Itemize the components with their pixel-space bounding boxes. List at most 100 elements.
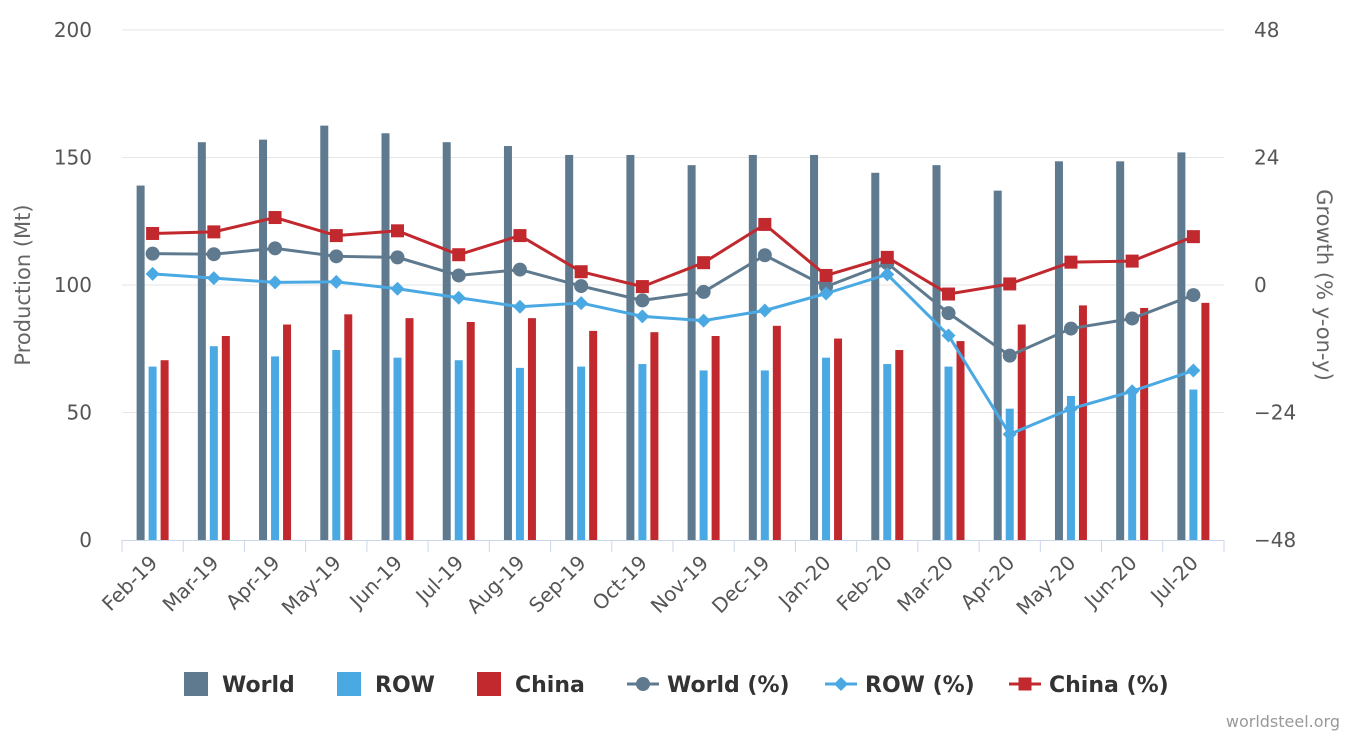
- china-point: [452, 248, 466, 262]
- bar-world: [565, 154, 574, 540]
- bar-china: [283, 324, 292, 540]
- legend-label-world: World (%): [667, 673, 790, 698]
- x-tick-label: Jul-20: [1144, 551, 1203, 610]
- left-tick-label: 100: [54, 273, 92, 297]
- x-tick-label: Sep-19: [524, 551, 591, 618]
- x-tick-label: Nov-19: [646, 551, 713, 618]
- world-point: [635, 293, 650, 308]
- bar-world: [993, 190, 1002, 540]
- legend-symbol-china: [477, 672, 501, 696]
- legend-label-china: China (%): [1049, 673, 1169, 698]
- legend-label-row: ROW: [375, 673, 435, 698]
- right-tick-label: 0: [1254, 273, 1267, 297]
- bar-world: [932, 165, 941, 540]
- bar-row: [883, 364, 892, 540]
- row-point: [635, 309, 650, 324]
- row-point: [329, 274, 344, 289]
- row-point: [390, 281, 405, 296]
- china-point: [513, 229, 527, 243]
- legend-label-row: ROW (%): [865, 673, 975, 698]
- bar-world: [1177, 152, 1186, 540]
- bar-world: [197, 142, 206, 540]
- world-point: [1125, 311, 1140, 326]
- row-point: [819, 286, 834, 301]
- x-tick-label: Aug-19: [462, 551, 530, 619]
- china-point: [1003, 277, 1017, 291]
- china-point: [819, 268, 833, 282]
- china-point: [329, 229, 343, 243]
- legend-marker-world: [636, 677, 650, 691]
- x-tick-label: Jun-20: [1078, 551, 1142, 615]
- x-tick-label: Apr-20: [956, 551, 1020, 615]
- world-point: [574, 279, 589, 294]
- bar-china: [895, 350, 904, 540]
- bar-world: [687, 165, 696, 540]
- x-tick-label: Jan-20: [772, 551, 835, 614]
- bar-world: [503, 146, 512, 540]
- x-tick-label: Mar-20: [892, 551, 958, 617]
- china-point: [635, 280, 649, 294]
- legend-label-china: China: [515, 673, 585, 698]
- china-point: [758, 217, 772, 231]
- left-tick-label: 0: [79, 528, 92, 552]
- china-point: [146, 226, 160, 240]
- x-tick-label: May-20: [1011, 551, 1080, 620]
- left-tick-label: 150: [54, 146, 92, 170]
- china-point: [1125, 254, 1139, 268]
- bar-series: [136, 125, 1210, 541]
- x-tick-label: Oct-19: [587, 551, 652, 616]
- bar-row: [393, 357, 402, 540]
- china-point: [574, 265, 588, 279]
- bar-china: [834, 338, 843, 540]
- row-point: [268, 275, 283, 290]
- bar-row: [577, 366, 586, 540]
- world-point: [1186, 288, 1201, 303]
- bar-china: [466, 321, 475, 540]
- china-point: [391, 224, 404, 238]
- bar-row: [332, 350, 341, 540]
- bar-china: [650, 332, 659, 540]
- world-point: [757, 248, 772, 263]
- row-point: [1063, 401, 1078, 416]
- right-tick-label: 24: [1254, 146, 1279, 170]
- legend: World ROW China World (%) ROW (%) China (%): [184, 672, 1169, 698]
- bar-china: [221, 336, 230, 540]
- right-axis-title: Growth (% y-on-y): [1312, 189, 1336, 381]
- bar-row: [454, 360, 463, 540]
- bar-world: [1116, 161, 1125, 540]
- bar-row: [944, 366, 953, 540]
- left-tick-label: 200: [54, 18, 92, 42]
- row-point: [512, 299, 527, 314]
- china-point: [268, 211, 282, 225]
- row-point: [451, 290, 466, 305]
- bar-row: [822, 357, 831, 540]
- world-point: [451, 268, 466, 283]
- row-point: [206, 271, 221, 286]
- row-line: [152, 272, 1194, 436]
- bar-row: [148, 366, 157, 540]
- bar-china: [1017, 324, 1026, 540]
- china-point: [880, 250, 894, 264]
- bar-china: [1140, 307, 1149, 540]
- credit-text: worldsteel.org: [1226, 712, 1340, 731]
- x-tick-label: May-19: [277, 551, 346, 620]
- row-point: [145, 266, 160, 281]
- bar-row: [760, 370, 769, 540]
- bar-china: [772, 325, 781, 540]
- bar-world: [381, 133, 390, 540]
- gridlines: [122, 29, 1224, 413]
- bar-row: [209, 346, 218, 540]
- bar-world: [442, 142, 451, 540]
- row-point: [941, 328, 956, 343]
- bar-row: [1066, 395, 1075, 540]
- bar-world: [259, 139, 268, 540]
- world-point: [206, 247, 221, 262]
- bar-china: [344, 314, 353, 540]
- china-point: [1064, 255, 1078, 269]
- row-point: [1125, 384, 1140, 399]
- left-tick-label: 50: [67, 401, 92, 425]
- bar-china: [1201, 302, 1210, 540]
- x-tick-label: Jun-19: [343, 551, 407, 615]
- bar-china: [1078, 305, 1087, 540]
